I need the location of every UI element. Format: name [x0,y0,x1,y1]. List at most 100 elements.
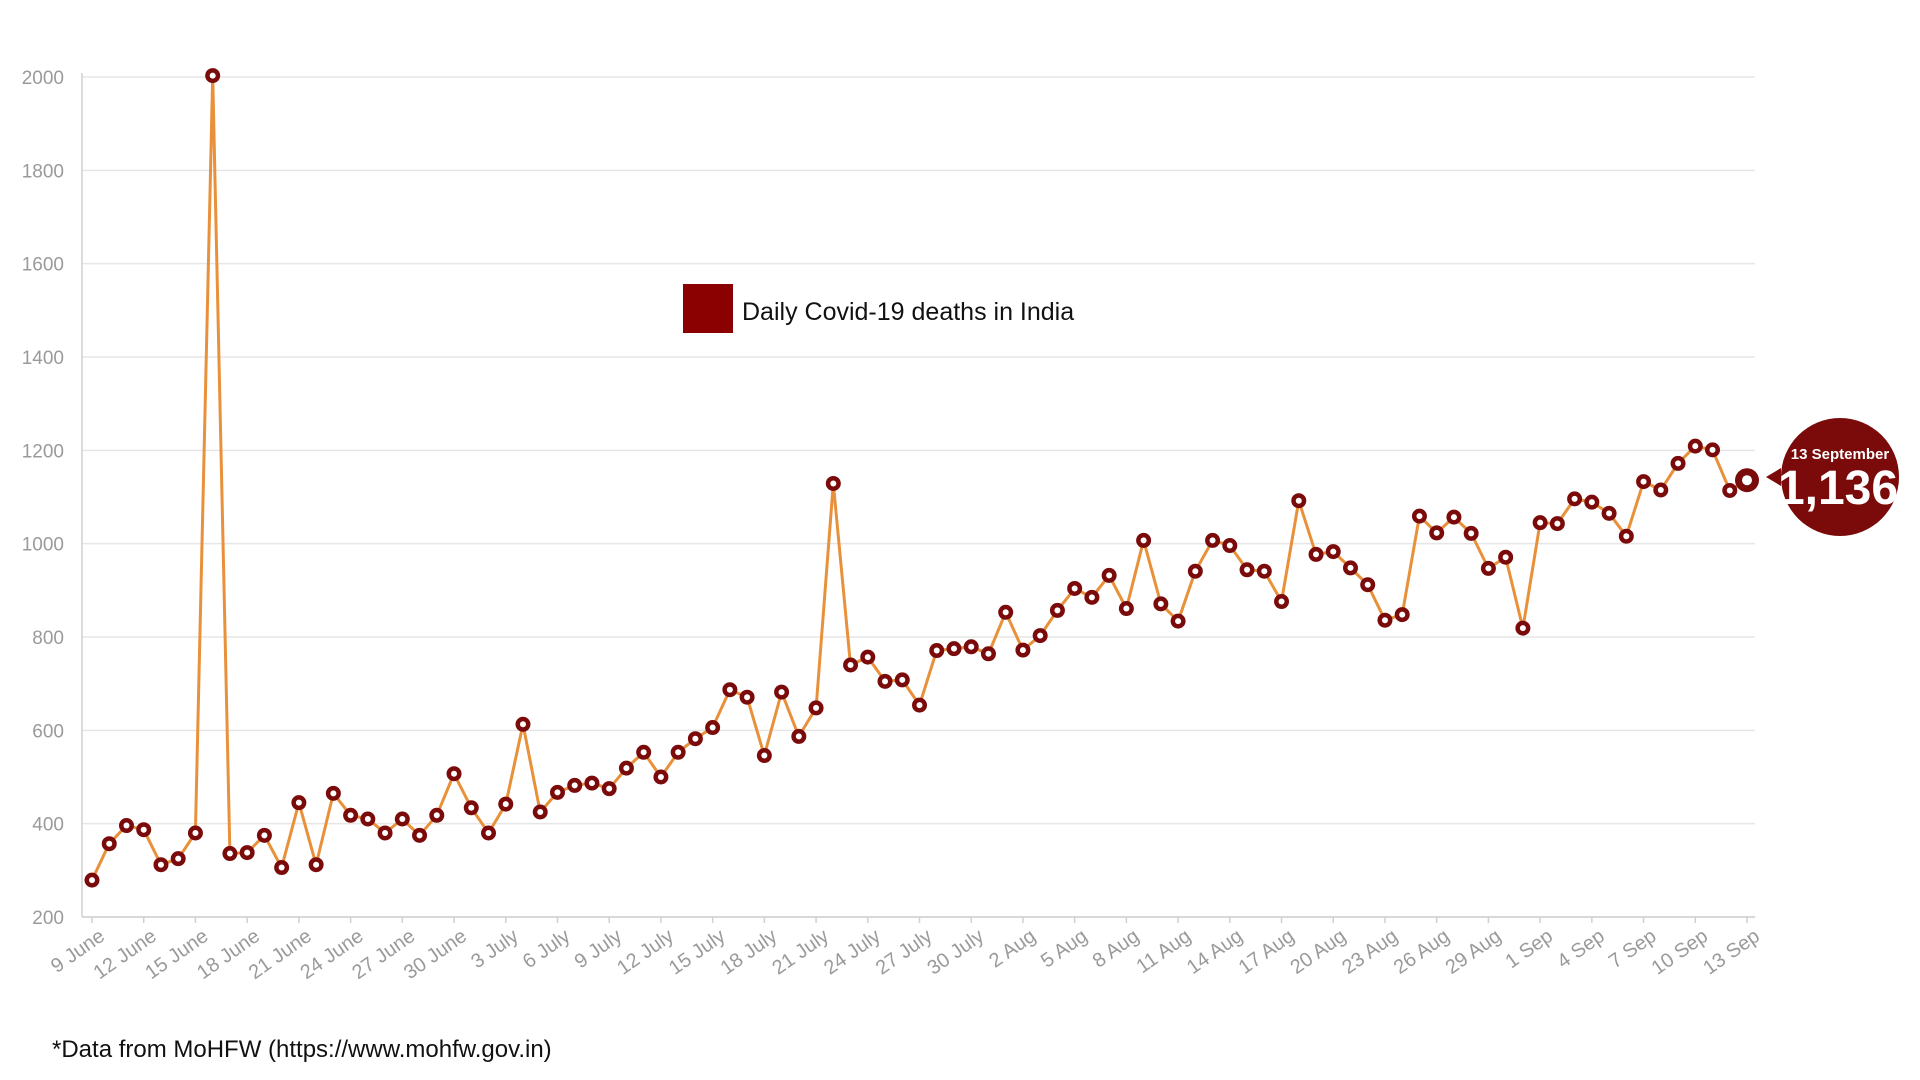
data-point [274,860,290,876]
data-point [929,643,945,659]
data-point-center [468,804,475,811]
data-point [1222,538,1238,554]
data-point-center [502,801,509,808]
data-point [343,807,359,823]
data-point [291,795,307,811]
x-tick-label: 14 Aug [1183,925,1247,979]
data-point [1705,442,1721,458]
data-point-center [744,694,751,701]
data-point-center [640,749,647,756]
x-tick-label: 15 July [665,925,730,979]
data-point-center [1502,554,1509,561]
data-point [222,846,238,862]
data-point [1498,549,1514,565]
data-point [1360,577,1376,593]
data-point [843,657,859,673]
data-point [1308,546,1324,562]
data-point-center [519,721,526,728]
data-point [84,872,100,888]
data-point-center [1106,572,1113,579]
data-point-center [364,816,371,822]
data-point-center [1123,605,1130,612]
data-point-center [1726,487,1733,494]
data-point [705,720,721,736]
data-point [980,646,996,662]
data-point [825,475,841,491]
y-tick-label: 1800 [22,161,64,182]
data-point-center [1468,530,1475,537]
data-point [1735,468,1759,493]
x-tick-label: 1 Sep [1502,925,1557,973]
data-point-center [140,826,147,833]
data-point-center [1347,564,1354,571]
data-point-center [1226,542,1233,549]
data-point [308,857,324,873]
x-tick-label: 24 July [820,925,885,979]
data-point-center [588,780,595,787]
data-point-center [571,782,578,789]
data-point [118,818,134,834]
data-point-center [795,733,802,740]
data-point-center [89,877,95,884]
data-point-center [985,650,992,657]
data-point [549,784,565,800]
data-point-center [1537,519,1544,526]
data-point [446,766,462,782]
data-point-center [295,799,302,806]
legend-label: Daily Covid-19 deaths in India [742,298,1074,326]
data-point-center [347,812,354,819]
x-tick-label: 4 Sep [1553,925,1608,973]
data-point [946,641,962,657]
data-point [325,785,341,801]
data-point [739,689,755,705]
x-tick-label: 21 July [768,925,833,979]
series-markers [84,68,1759,888]
data-point-center [1192,568,1199,575]
callout-value: 1,136 [1778,462,1898,515]
x-tick-label: 18 July [717,925,782,979]
data-point-center [244,849,251,856]
data-point-center [675,749,682,756]
data-point [1653,482,1669,498]
data-point [567,777,583,793]
data-point [239,845,255,861]
data-point [1567,491,1583,507]
x-tick-label: 17 Aug [1235,925,1299,979]
data-point [1532,515,1548,531]
data-point-center [192,830,199,836]
data-point [1722,482,1738,498]
data-point-center [1450,514,1457,521]
data-point-center [1261,568,1268,575]
data-point-center [1571,495,1578,502]
data-point [584,775,600,791]
callout-pointer [1766,468,1781,486]
data-point-center [830,480,837,487]
data-point-center [657,774,664,780]
data-point-center [709,724,716,731]
data-point-center [1364,581,1371,588]
data-point-center [451,770,458,777]
latest-value-callout: 13 September 1,136 [1766,418,1899,536]
data-point-center [1588,499,1595,506]
data-point-center [933,647,940,654]
data-point [1291,493,1307,509]
data-point-center [1088,594,1095,601]
data-point-center [106,840,113,847]
data-point-center [1244,566,1251,573]
data-point-center [537,809,544,815]
data-point-center [606,785,613,792]
data-point [1411,508,1427,524]
data-point [1618,528,1634,544]
data-point-center [1657,487,1664,493]
data-point [412,827,428,843]
y-axis-ticks: 200 400 600 800 1000 1200 1400 1600 1800 2000 [22,68,64,929]
data-point-center [813,704,820,711]
data-point-center [278,864,285,871]
data-point [722,682,738,698]
data-point-center [1623,533,1630,540]
y-tick-label: 200 [32,908,64,929]
data-point [1187,563,1203,579]
data-point-center [950,645,957,652]
data-point-center [1433,529,1440,536]
x-tick-label: 11 Aug [1133,925,1195,978]
